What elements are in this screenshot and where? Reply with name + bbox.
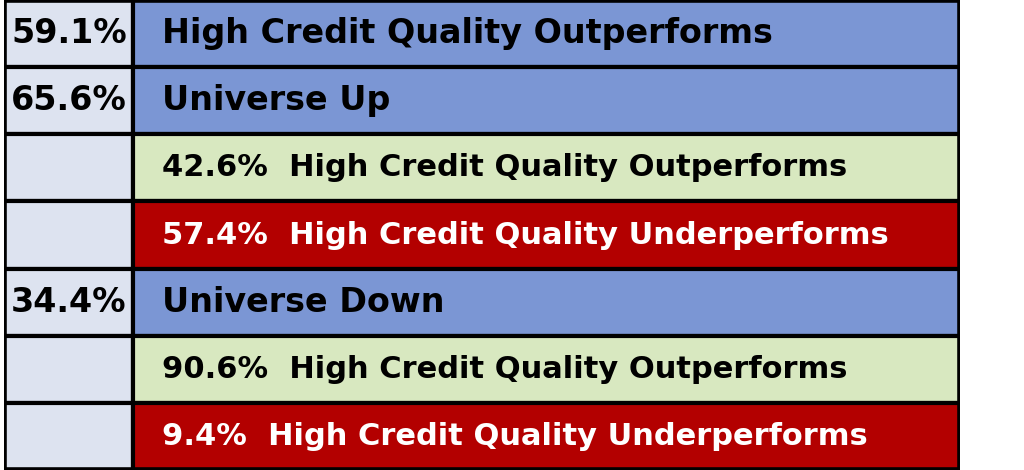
Text: 34.4%: 34.4%: [11, 286, 127, 319]
Text: 57.4%  High Credit Quality Underperforms: 57.4% High Credit Quality Underperforms: [162, 220, 889, 250]
Text: Universe Down: Universe Down: [162, 286, 444, 319]
Bar: [133, 403, 959, 470]
Bar: [4, 202, 133, 268]
Bar: [133, 67, 959, 134]
Bar: [133, 268, 959, 336]
Bar: [133, 134, 959, 202]
Bar: [4, 134, 133, 202]
Bar: [4, 67, 133, 134]
Bar: [4, 336, 133, 403]
Bar: [133, 336, 959, 403]
Bar: [4, 403, 133, 470]
Bar: [133, 0, 959, 67]
Text: 65.6%: 65.6%: [11, 84, 127, 117]
Bar: [4, 0, 133, 67]
Text: 90.6%  High Credit Quality Outperforms: 90.6% High Credit Quality Outperforms: [162, 355, 848, 384]
Text: High Credit Quality Outperforms: High Credit Quality Outperforms: [162, 17, 773, 50]
Bar: [133, 202, 959, 268]
Text: Universe Up: Universe Up: [162, 84, 390, 117]
Bar: [4, 268, 133, 336]
Text: 42.6%  High Credit Quality Outperforms: 42.6% High Credit Quality Outperforms: [162, 153, 847, 182]
Text: 59.1%: 59.1%: [11, 17, 127, 50]
Text: 9.4%  High Credit Quality Underperforms: 9.4% High Credit Quality Underperforms: [162, 422, 867, 451]
